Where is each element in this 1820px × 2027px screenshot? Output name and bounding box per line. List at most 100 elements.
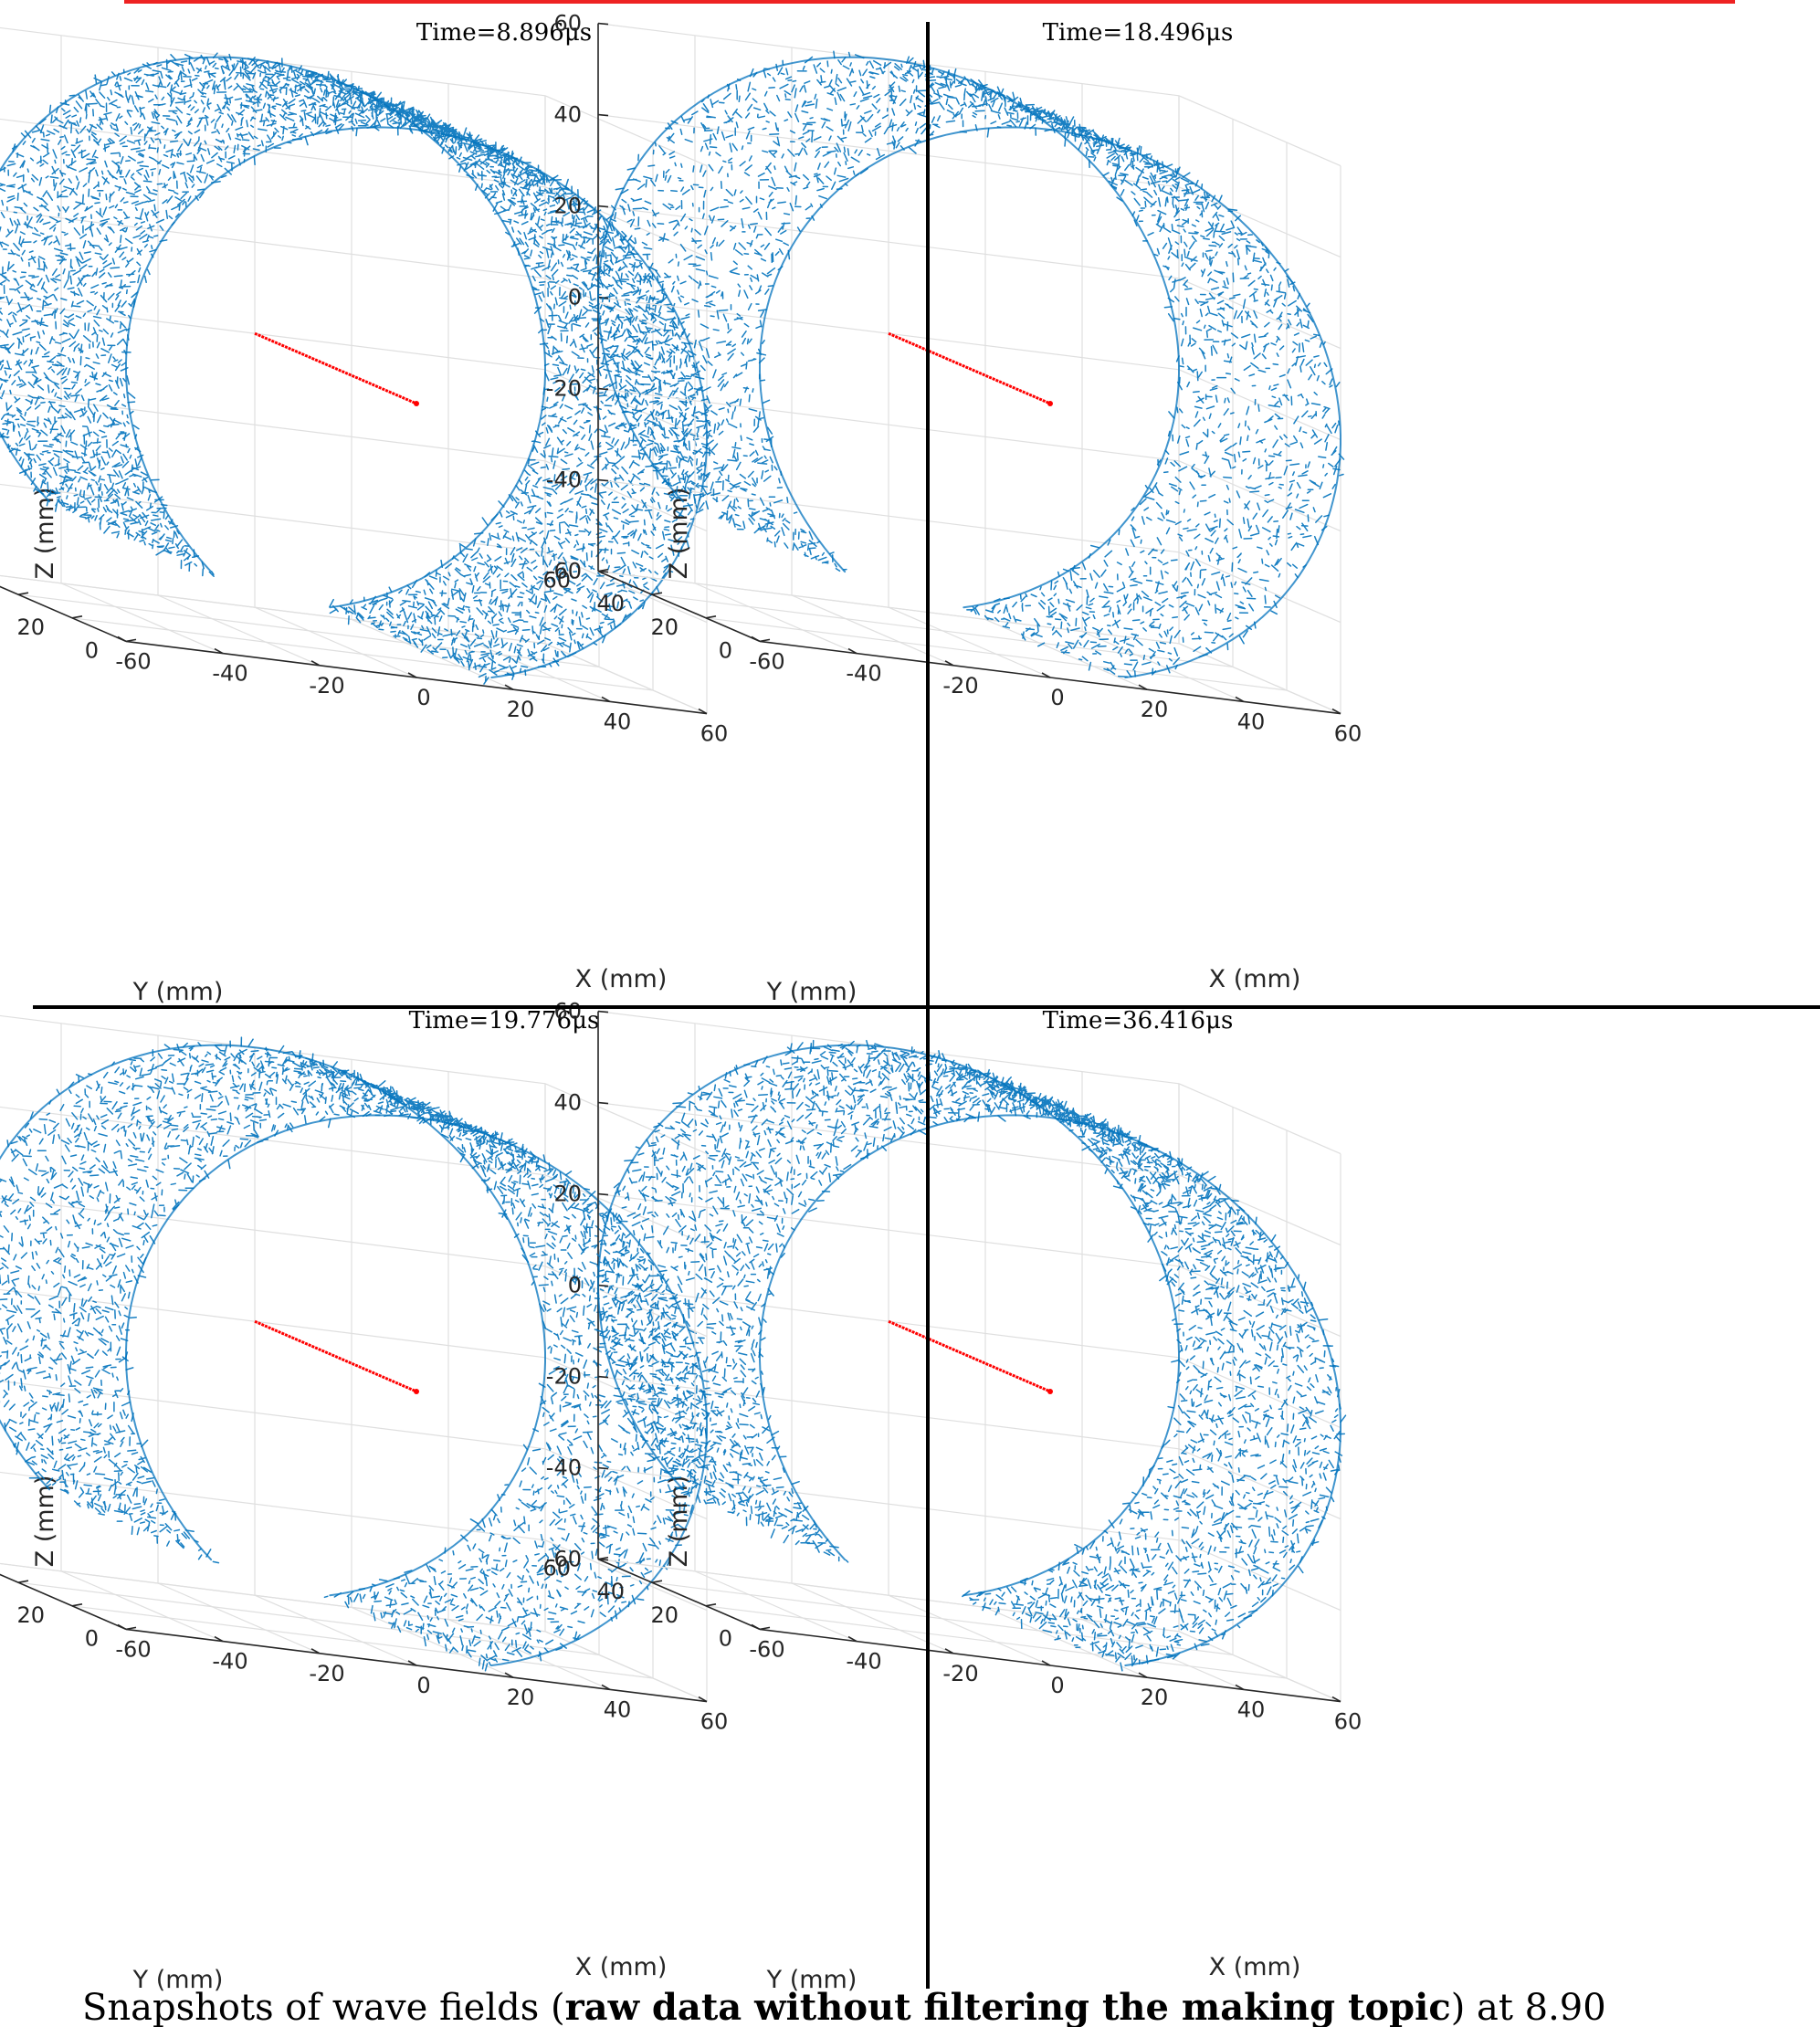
grid-line	[1178, 369, 1341, 441]
grid-line	[1178, 551, 1341, 624]
grid-line	[888, 1594, 1051, 1666]
vector-field-surface	[0, 52, 712, 685]
z-tick	[597, 1284, 609, 1287]
grid-line	[254, 606, 417, 678]
grid-line	[254, 1594, 417, 1666]
grid-line	[1178, 95, 1341, 167]
x-tick-label: 40	[1237, 709, 1266, 734]
grid	[597, 23, 1341, 715]
grid-line	[71, 1605, 654, 1679]
y-tick-label: 20	[16, 1602, 45, 1628]
x-tick-label: 0	[1050, 1673, 1064, 1698]
z-axis-label: Z (mm)	[31, 488, 59, 580]
shell-back-rim	[0, 56, 546, 609]
y-tick-label: 40	[596, 1579, 625, 1604]
x-tick	[751, 635, 761, 643]
grid-line	[597, 1376, 1180, 1450]
x-tick	[847, 647, 857, 655]
grid-line	[0, 574, 546, 645]
y-axis-line	[0, 585, 127, 643]
grid-line	[544, 460, 708, 532]
x-tick-label: 0	[1050, 685, 1064, 710]
z-tick	[597, 113, 609, 117]
z-tick	[597, 478, 609, 482]
grid-line	[1178, 1357, 1341, 1429]
shell-back-rim	[597, 1044, 1180, 1597]
grid-line	[1178, 1266, 1341, 1338]
grid-line	[0, 209, 546, 279]
grid-line	[651, 593, 1234, 667]
grid-line	[0, 300, 546, 371]
grid-line	[60, 1570, 224, 1643]
y-tick	[759, 1626, 771, 1631]
y-axis-label: Y (mm)	[766, 1966, 857, 1994]
x-tick	[698, 708, 708, 715]
x-tick	[1331, 1696, 1341, 1703]
grid-line	[60, 583, 224, 655]
grid-line	[694, 1570, 857, 1643]
x-tick	[117, 1623, 127, 1631]
panel-title: Time=36.416μs	[1043, 1007, 1234, 1035]
x-tick	[847, 1635, 857, 1643]
grid-line	[984, 618, 1148, 690]
chart-panel-3: -60-40-2002040600204060-60-40-200204060Z…	[0, 1007, 728, 1994]
x-tick	[407, 1660, 417, 1666]
caption-bold: raw data without filtering the making to…	[565, 1986, 1451, 2027]
y-axis-label: Y (mm)	[132, 1966, 224, 1994]
z-tick-label: 0	[568, 1273, 582, 1298]
vector-field-surface	[594, 1039, 1347, 1672]
x-tick	[698, 1696, 708, 1703]
x-axis-label: X (mm)	[1209, 1953, 1301, 1981]
grid-line	[544, 186, 708, 258]
z-tick	[597, 1192, 609, 1196]
source-end-marker	[414, 401, 419, 406]
x-tick	[504, 684, 514, 690]
y-tick-label: 20	[650, 614, 679, 640]
x-tick	[310, 1648, 321, 1654]
z-tick	[597, 205, 609, 208]
source-line	[254, 331, 417, 405]
x-tick	[1138, 1672, 1148, 1678]
grid-line	[17, 593, 600, 667]
grid	[597, 1011, 1341, 1703]
z-tick	[597, 1010, 609, 1014]
source-end-marker	[414, 1389, 419, 1394]
y-axis-line	[597, 570, 761, 643]
vector-arrows	[592, 50, 1345, 678]
panel-title: Time=18.496μs	[1043, 19, 1234, 47]
grid-line	[0, 1562, 546, 1633]
caption-prefix: Snapshots of wave fields (	[82, 1987, 565, 2027]
grid-line	[651, 1581, 1234, 1655]
x-tick-label: 60	[1334, 1709, 1362, 1735]
source-line	[254, 1319, 417, 1393]
x-tick	[601, 696, 611, 703]
x-tick	[1235, 1684, 1245, 1691]
x-tick	[944, 660, 954, 667]
y-tick	[759, 638, 771, 643]
y-tick	[705, 1603, 717, 1607]
z-axis-label: Z (mm)	[665, 488, 693, 580]
y-axis-label: Y (mm)	[766, 978, 857, 1006]
grid-line	[1178, 1083, 1341, 1155]
x-tick	[117, 635, 127, 643]
grid-line	[17, 1581, 600, 1655]
x-tick	[504, 1672, 514, 1678]
shell-back-rim	[0, 1044, 546, 1597]
grid-line	[597, 571, 1180, 645]
y-tick-label: 20	[16, 614, 45, 640]
z-tick-label: 60	[553, 999, 582, 1024]
grid-line	[0, 483, 546, 553]
chart-panel-1: -60-40-2002040600204060-60-40-200204060Z…	[0, 19, 728, 1006]
z-tick-label: -60	[546, 559, 582, 584]
grid-line	[0, 1471, 546, 1541]
y-axis-label: Y (mm)	[132, 978, 224, 1006]
z-tick-label: 20	[553, 1182, 582, 1207]
grid-line	[0, 392, 546, 462]
x-tick-label: -40	[846, 661, 881, 687]
z-tick-label: -40	[546, 467, 582, 493]
z-tick	[597, 387, 609, 391]
grid-line	[1178, 1174, 1341, 1246]
z-tick-label: -20	[546, 376, 582, 402]
x-tick-label: -60	[115, 648, 151, 674]
grid-line	[544, 1631, 708, 1703]
